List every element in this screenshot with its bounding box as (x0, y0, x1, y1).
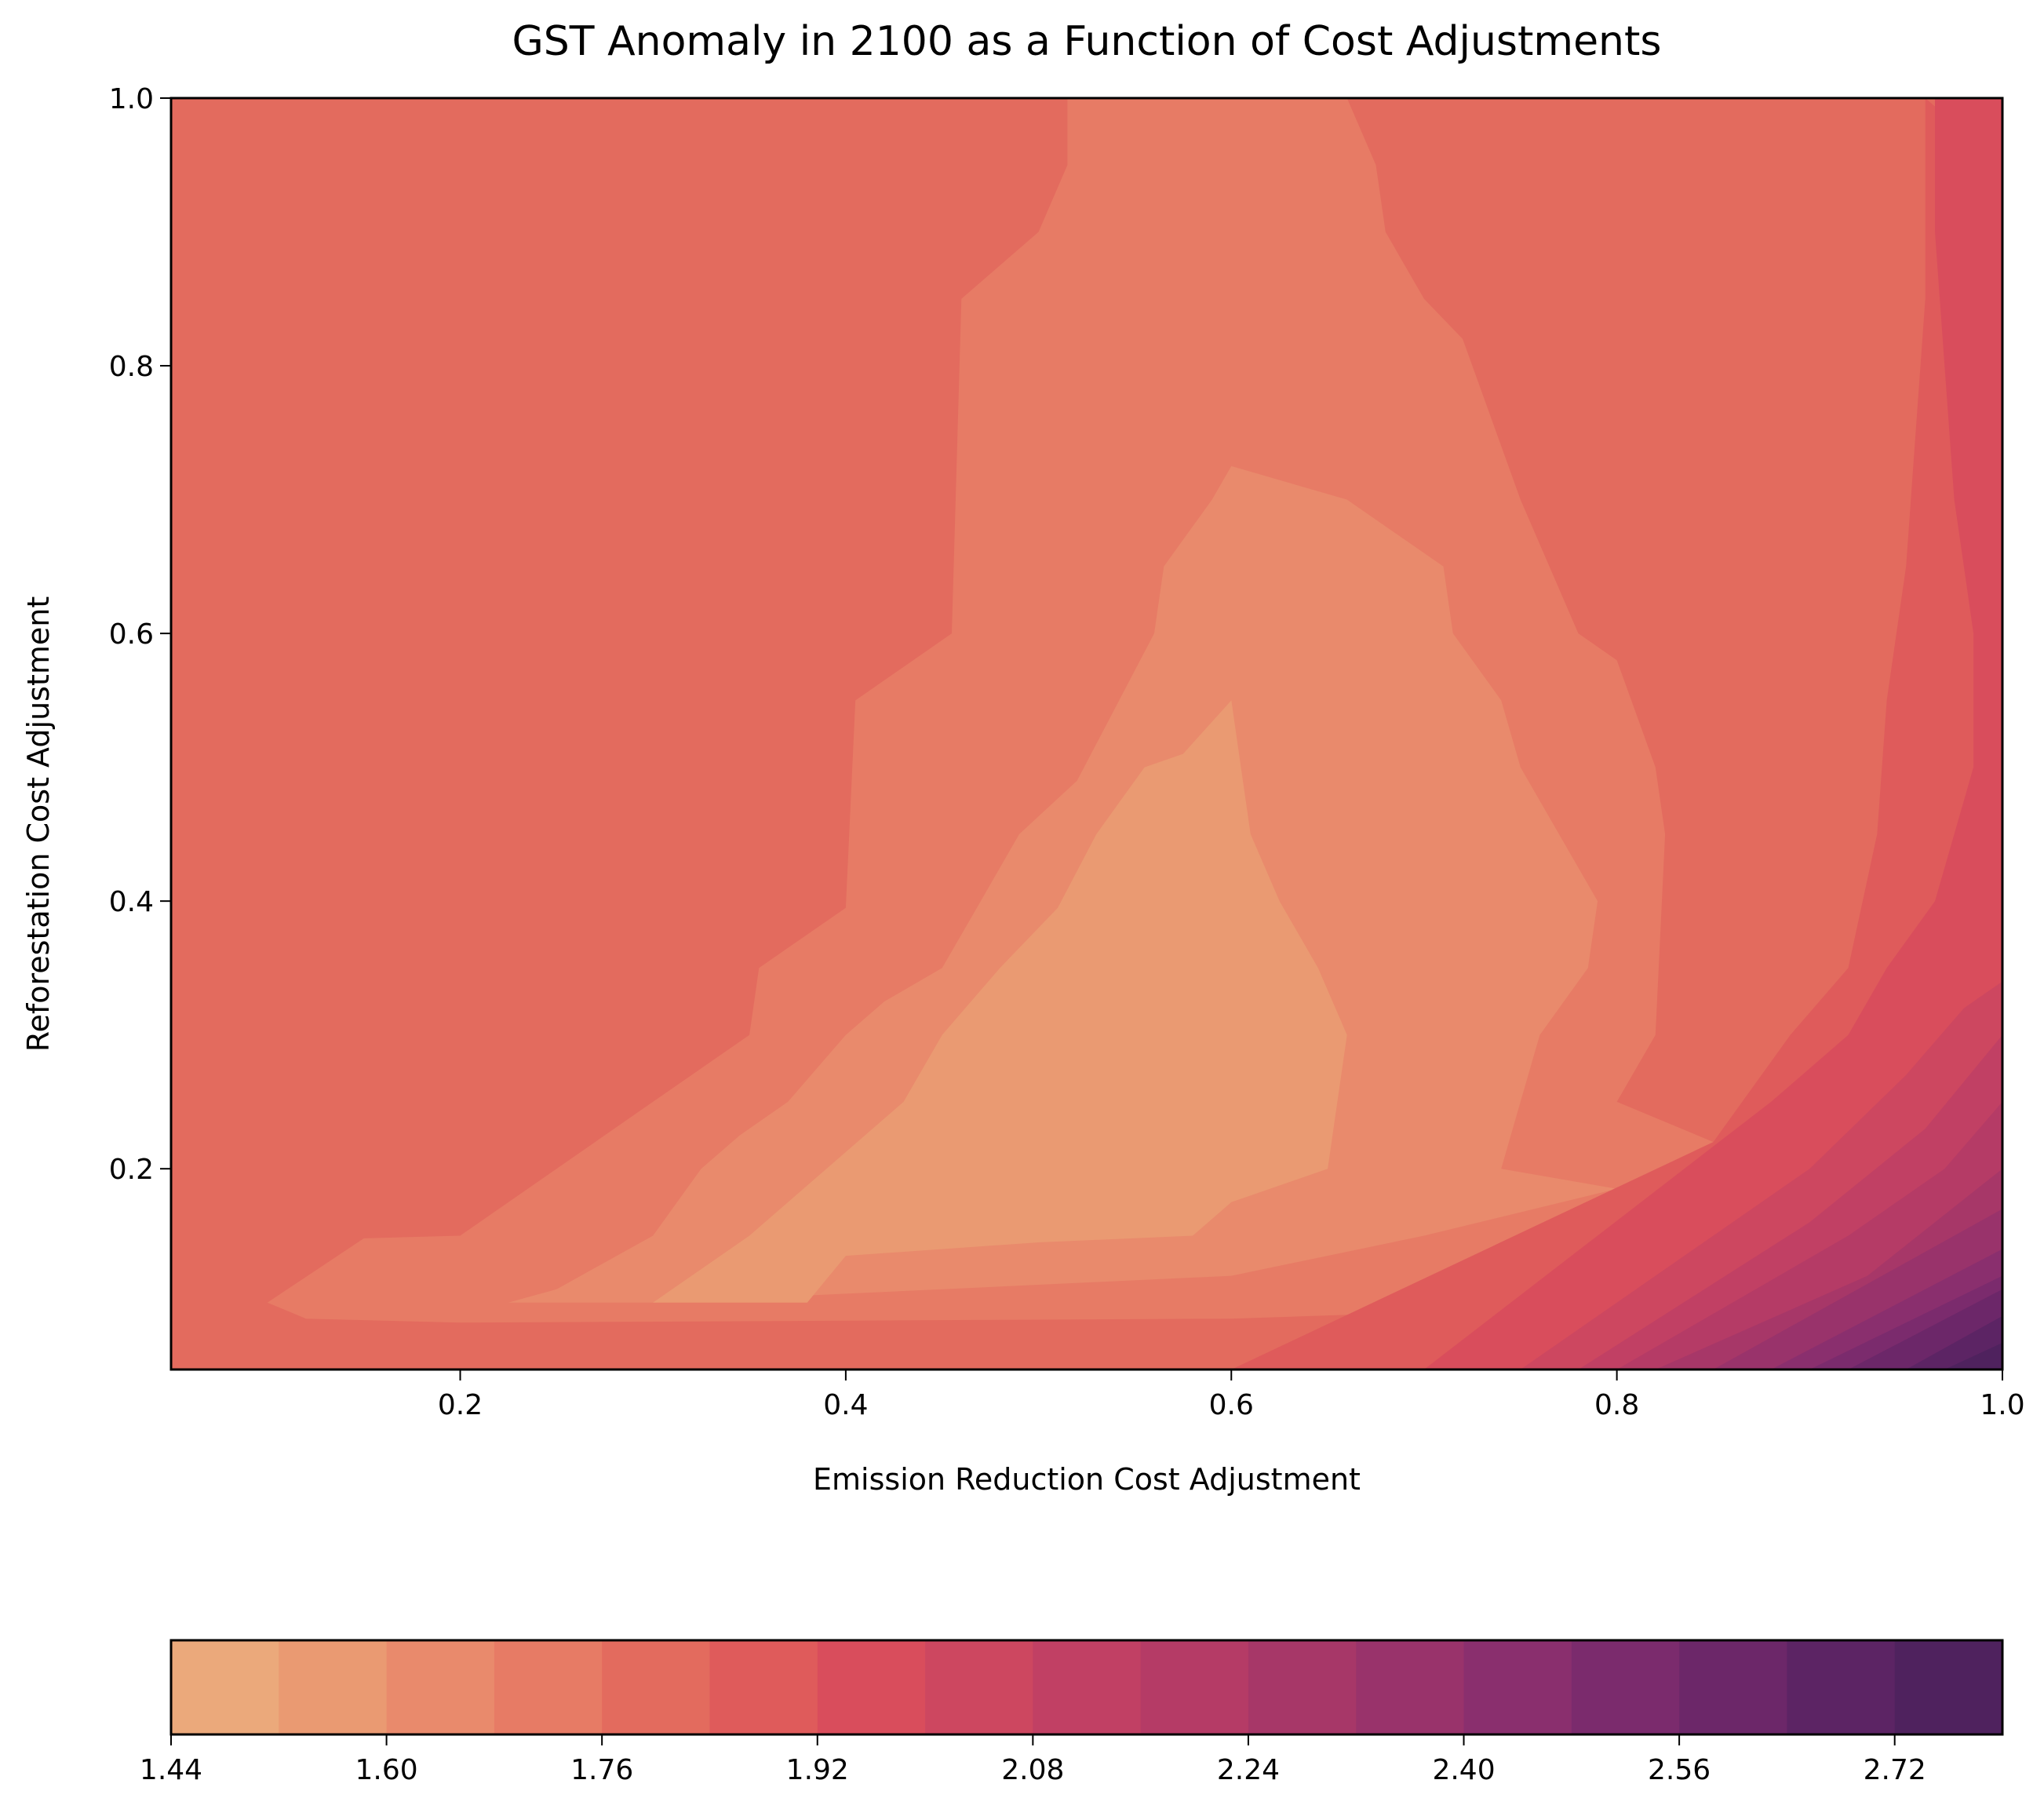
colorbar-swatch (1248, 1640, 1357, 1734)
y-tick-label: 1.0 (109, 83, 154, 115)
colorbar-swatch (1894, 1640, 2003, 1734)
colorbar-swatch (1463, 1640, 1572, 1734)
x-tick-label: 0.4 (823, 1389, 868, 1421)
y-tick-label: 0.4 (109, 886, 154, 918)
plot-area (171, 98, 2002, 1370)
colorbar-swatch (1356, 1640, 1465, 1734)
x-axis: 0.2 0.4 0.6 0.8 1.0 (438, 1370, 2025, 1421)
y-tick-label: 0.8 (109, 351, 154, 383)
y-axis: 0.2 0.4 0.6 0.8 1.0 (109, 83, 171, 1186)
contour-band-3 (508, 465, 1617, 1303)
colorbar-swatch (1787, 1640, 1896, 1734)
colorbar-swatch (279, 1640, 388, 1734)
colorbar-swatch (386, 1640, 495, 1734)
colorbar-swatch (1571, 1640, 1680, 1734)
colorbar-tick-label: 1.60 (355, 1754, 418, 1786)
colorbar-tick-label: 2.40 (1432, 1754, 1495, 1786)
colorbar-tick-label: 2.56 (1648, 1754, 1711, 1786)
x-tick-label: 0.2 (438, 1389, 483, 1421)
colorbar-tick-label: 1.76 (570, 1754, 633, 1786)
colorbar-swatch (1679, 1640, 1788, 1734)
colorbar-tick-label: 2.08 (1001, 1754, 1064, 1786)
colorbar-swatch (1140, 1640, 1249, 1734)
x-axis-label: Emission Reduction Cost Adjustment (813, 1462, 1361, 1497)
plot-frame (169, 97, 2004, 1371)
colorbar-swatch (817, 1640, 926, 1734)
colorbar-tick-label: 1.44 (140, 1754, 202, 1786)
colorbar-frame (169, 1639, 2004, 1736)
y-tick-label: 0.2 (109, 1154, 154, 1186)
colorbar-swatch (925, 1640, 1033, 1734)
contour-band-4 (653, 700, 1347, 1303)
colorbar: 1.44 1.60 1.76 1.92 2.08 2.24 2.40 2.56 2.72 (140, 1639, 2004, 1786)
contour-band-16 (1944, 1342, 2002, 1370)
colorbar-swatch (494, 1640, 603, 1734)
x-tick-label: 1.0 (1980, 1389, 2024, 1421)
chart-title: GST Anomaly in 2100 as a Function of Cos… (512, 18, 1661, 65)
colorbar-swatch (602, 1640, 711, 1734)
colorbar-swatch (709, 1640, 818, 1734)
x-tick-label: 0.6 (1209, 1389, 1254, 1421)
colorbar-swatch (171, 1640, 279, 1734)
x-tick-label: 0.8 (1594, 1389, 1639, 1421)
colorbar-tick-label: 1.92 (786, 1754, 849, 1786)
y-tick-label: 0.6 (109, 618, 154, 651)
colorbar-swatch (1033, 1640, 1142, 1734)
colorbar-tick-label: 2.24 (1217, 1754, 1280, 1786)
contour-band-6 (1423, 98, 2002, 1370)
y-axis-label: Reforestation Cost Adjustment (21, 596, 56, 1052)
colorbar-tick-label: 2.72 (1864, 1754, 1926, 1786)
contour-band-5 (1231, 98, 2002, 1370)
